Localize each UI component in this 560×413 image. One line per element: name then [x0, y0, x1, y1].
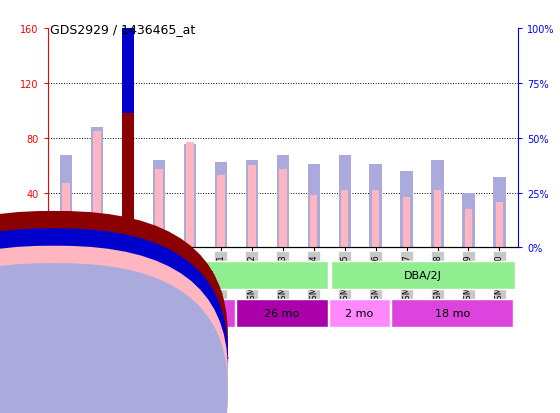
Bar [236, 299, 328, 327]
Bar [246, 160, 258, 248]
Bar [91, 127, 103, 248]
Text: rank, Detection Call = ABSENT: rank, Detection Call = ABSENT [64, 388, 214, 398]
Text: GDS2929 / 1436465_at: GDS2929 / 1436465_at [50, 23, 195, 36]
Bar [51, 262, 328, 290]
Text: 2 mo: 2 mo [346, 308, 374, 318]
Bar [248, 166, 255, 248]
Bar [184, 145, 196, 248]
Bar [434, 190, 441, 248]
Bar [403, 197, 410, 248]
Bar [391, 299, 514, 327]
Text: value, Detection Call = ABSENT: value, Detection Call = ABSENT [64, 370, 220, 380]
Text: DBA/2J: DBA/2J [404, 271, 442, 281]
Bar [63, 183, 70, 248]
Bar [310, 196, 318, 248]
Bar [341, 190, 348, 248]
Bar [493, 178, 506, 248]
Bar [60, 156, 72, 248]
Bar [307, 165, 320, 248]
Bar [329, 299, 390, 327]
Text: percentile rank within the sample: percentile rank within the sample [64, 353, 230, 363]
Bar [51, 299, 142, 327]
Bar [122, 0, 134, 114]
Text: 2 mo: 2 mo [82, 308, 110, 318]
Bar [370, 165, 382, 248]
Bar [217, 175, 225, 248]
Bar [338, 156, 351, 248]
Text: 18 mo: 18 mo [435, 308, 470, 318]
Text: C57BL/6J: C57BL/6J [164, 271, 214, 281]
Bar [496, 203, 503, 248]
Bar [94, 131, 101, 248]
Bar [153, 160, 165, 248]
Bar [279, 170, 287, 248]
Bar [465, 209, 472, 248]
Bar [331, 262, 515, 290]
Bar [431, 160, 444, 248]
Bar [463, 193, 475, 248]
Bar [277, 156, 289, 248]
Text: count: count [64, 336, 92, 346]
Bar [186, 142, 194, 248]
Text: 18 mo: 18 mo [171, 308, 207, 318]
Bar [143, 299, 235, 327]
Bar [214, 162, 227, 248]
Text: age: age [3, 308, 21, 318]
Bar [122, 81, 134, 248]
Bar [155, 170, 163, 248]
Bar [400, 171, 413, 248]
Text: strain: strain [3, 271, 31, 281]
Bar [372, 190, 379, 248]
Text: 26 mo: 26 mo [264, 308, 300, 318]
